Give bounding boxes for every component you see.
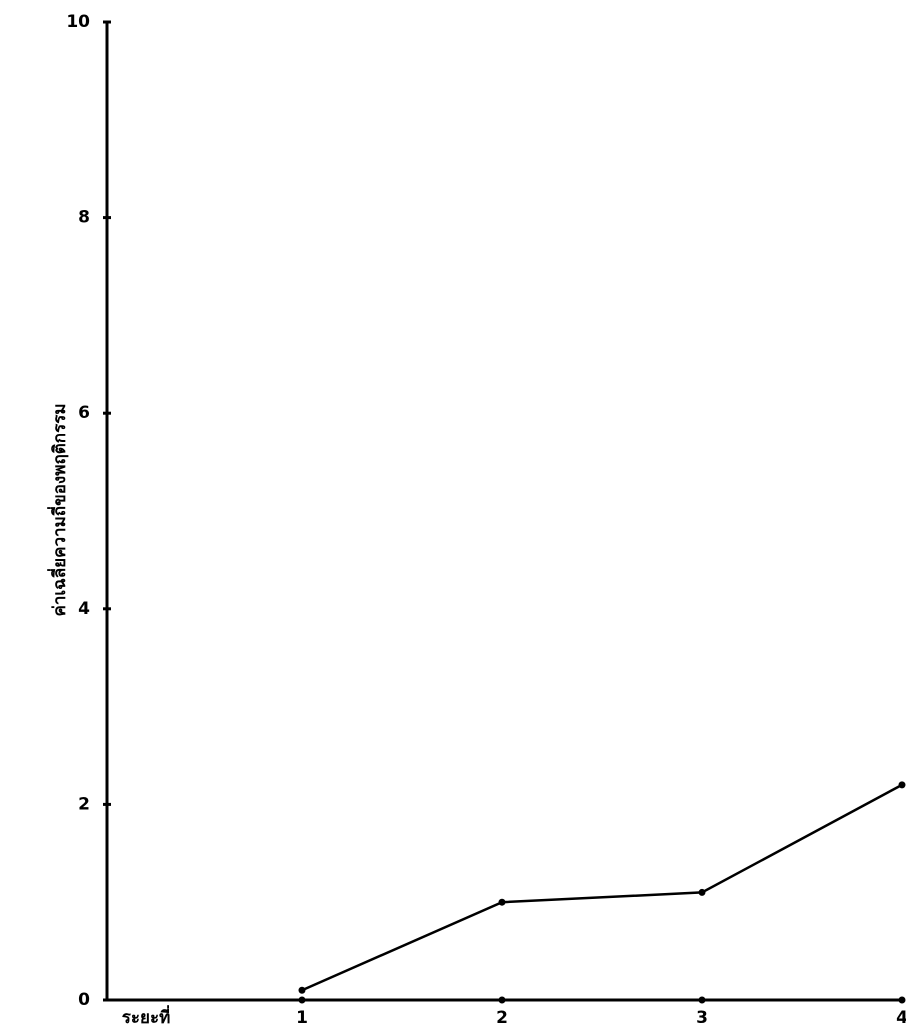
line (301, 783, 903, 992)
x-tick-label: 4 (896, 1008, 906, 1028)
y-tick-label: 10 (66, 12, 90, 32)
x-tick-label: 3 (696, 1008, 708, 1028)
point (698, 888, 706, 896)
point (298, 986, 306, 994)
point (898, 781, 906, 789)
y-tick-label: 0 (78, 990, 90, 1010)
x-tick-label: 2 (496, 1008, 508, 1028)
x-tick (298, 996, 306, 1004)
x-axis-title: ระยะที่ (122, 1005, 171, 1028)
y-tick-label: 8 (78, 208, 90, 228)
y-axis-title: ค่าเฉลี่ยความถี่ของพฤติกรรม (47, 403, 70, 616)
y-tick-label: 2 (78, 794, 90, 814)
x-tick (498, 996, 506, 1004)
x-tick (698, 996, 706, 1004)
y-tick-label: 4 (78, 599, 90, 619)
y-tick-label: 6 (78, 403, 90, 423)
point (498, 898, 506, 906)
x-tick-label: 1 (296, 1008, 308, 1028)
x-tick (898, 996, 906, 1004)
